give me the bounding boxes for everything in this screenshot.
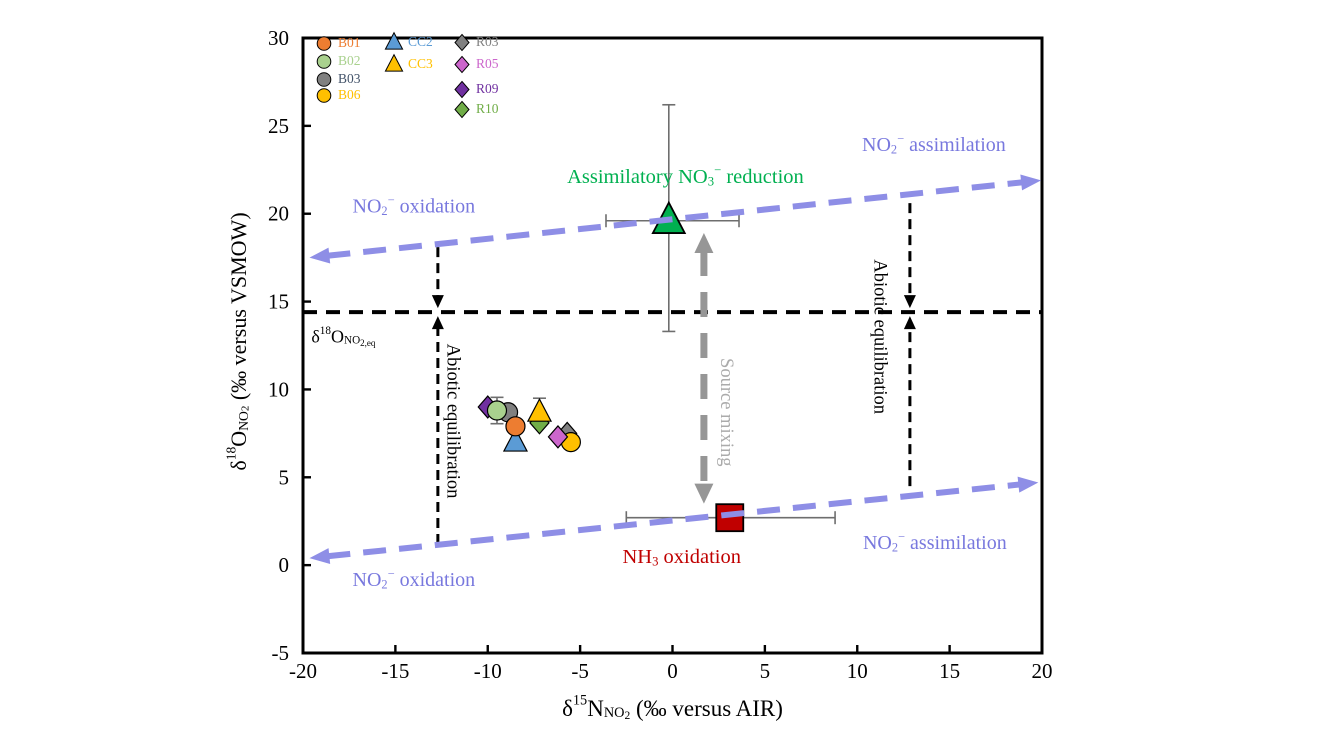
x-tick-label: 15	[939, 659, 960, 683]
x-axis-title: δ15NNO2 (‰ versus AIR)	[562, 692, 783, 722]
arrowhead	[1017, 476, 1039, 493]
x-tick-label: 10	[847, 659, 868, 683]
axes: -20 -15 -10 -5 0 5 10 15 20 30 25 20 15 10 5 0 -5 δ15NNO2…	[223, 26, 1052, 722]
y-tick-label: -5	[272, 641, 290, 665]
y-axis-ticks: 30 25 20 15 10 5 0 -5	[268, 26, 311, 665]
sample-marker-R05	[547, 425, 569, 449]
endmember-nh3-oxidation: NH3 oxidation	[622, 503, 836, 569]
abiotic-label-right: Abiotic equilibration	[869, 259, 889, 414]
abiotic-arrow-down	[903, 203, 916, 309]
source-mixing-arrow	[694, 233, 714, 504]
source-mixing-label: Source mixing	[716, 358, 736, 466]
y-tick-label: 0	[279, 553, 290, 577]
arrowhead	[431, 316, 444, 330]
x-tick-label: -5	[571, 659, 589, 683]
sample-marker-CC3	[526, 397, 553, 422]
y-tick-label: 20	[268, 202, 289, 226]
endmember-label-nh3-oxidation: NH3 oxidation	[622, 546, 741, 569]
endmember-label-assimilatory-no3-reduction: Assimilatory NO3− reduction	[567, 163, 804, 188]
arrowhead	[903, 295, 916, 309]
abiotic-arrow-left: Abiotic equilibration	[431, 247, 463, 545]
x-tick-label: 20	[1032, 659, 1053, 683]
equilibrium-label: δ18ONO2,eq	[311, 325, 376, 348]
trend-label-assimilation-lower: NO2− assimilation	[863, 530, 1007, 555]
abiotic-arrow-down	[431, 247, 444, 309]
sample-marker-CC2	[502, 427, 529, 452]
y-axis-title: δ18ONO2 (‰ versus VSMOW)	[223, 212, 252, 470]
arrowhead	[1020, 174, 1042, 191]
endmember-marker-nh3-oxidation	[715, 503, 745, 533]
abiotic-arrow-right: Abiotic equilibration	[869, 203, 916, 487]
x-tick-label: -20	[289, 659, 317, 683]
samples	[477, 395, 581, 453]
equilibrium-line-group: δ18ONO2,eq	[303, 310, 1042, 348]
x-tick-label: -10	[474, 659, 502, 683]
x-tick-label: -15	[381, 659, 409, 683]
abiotic-label-left: Abiotic equilibration	[443, 344, 463, 499]
arrowhead	[431, 295, 444, 309]
sample-marker-B01	[505, 416, 526, 437]
trend-label-oxidation-lower: NO2− oxidation	[353, 566, 476, 591]
arrowhead	[694, 233, 714, 254]
trend-arrow-lower	[309, 476, 1039, 565]
x-axis-ticks: -20 -15 -10 -5 0 5 10 15 20	[289, 645, 1053, 683]
y-tick-label: 25	[268, 114, 289, 138]
sample-marker-B02	[486, 400, 508, 421]
y-tick-label: 10	[268, 377, 289, 401]
arrowhead	[903, 316, 916, 330]
trend-arrow-upper	[309, 174, 1042, 264]
x-tick-label: 0	[667, 659, 678, 683]
y-tick-label: 30	[268, 26, 289, 50]
arrowhead	[694, 483, 714, 504]
arrowhead	[309, 548, 331, 565]
y-tick-label: 15	[268, 290, 289, 314]
source-mixing-group: Source mixing	[694, 233, 736, 504]
trend-label-oxidation-upper: NO2− oxidation	[353, 193, 476, 218]
trend-arrows: NO2− oxidation NO2− assimilation NO2− oxid…	[309, 132, 1042, 591]
abiotic-arrow-up	[903, 316, 916, 487]
y-tick-label: 5	[279, 465, 290, 489]
abiotic-arrow-up	[431, 316, 444, 545]
arrowhead	[309, 247, 331, 264]
x-tick-label: 5	[760, 659, 771, 683]
trend-label-assimilation-upper: NO2− assimilation	[862, 132, 1006, 157]
